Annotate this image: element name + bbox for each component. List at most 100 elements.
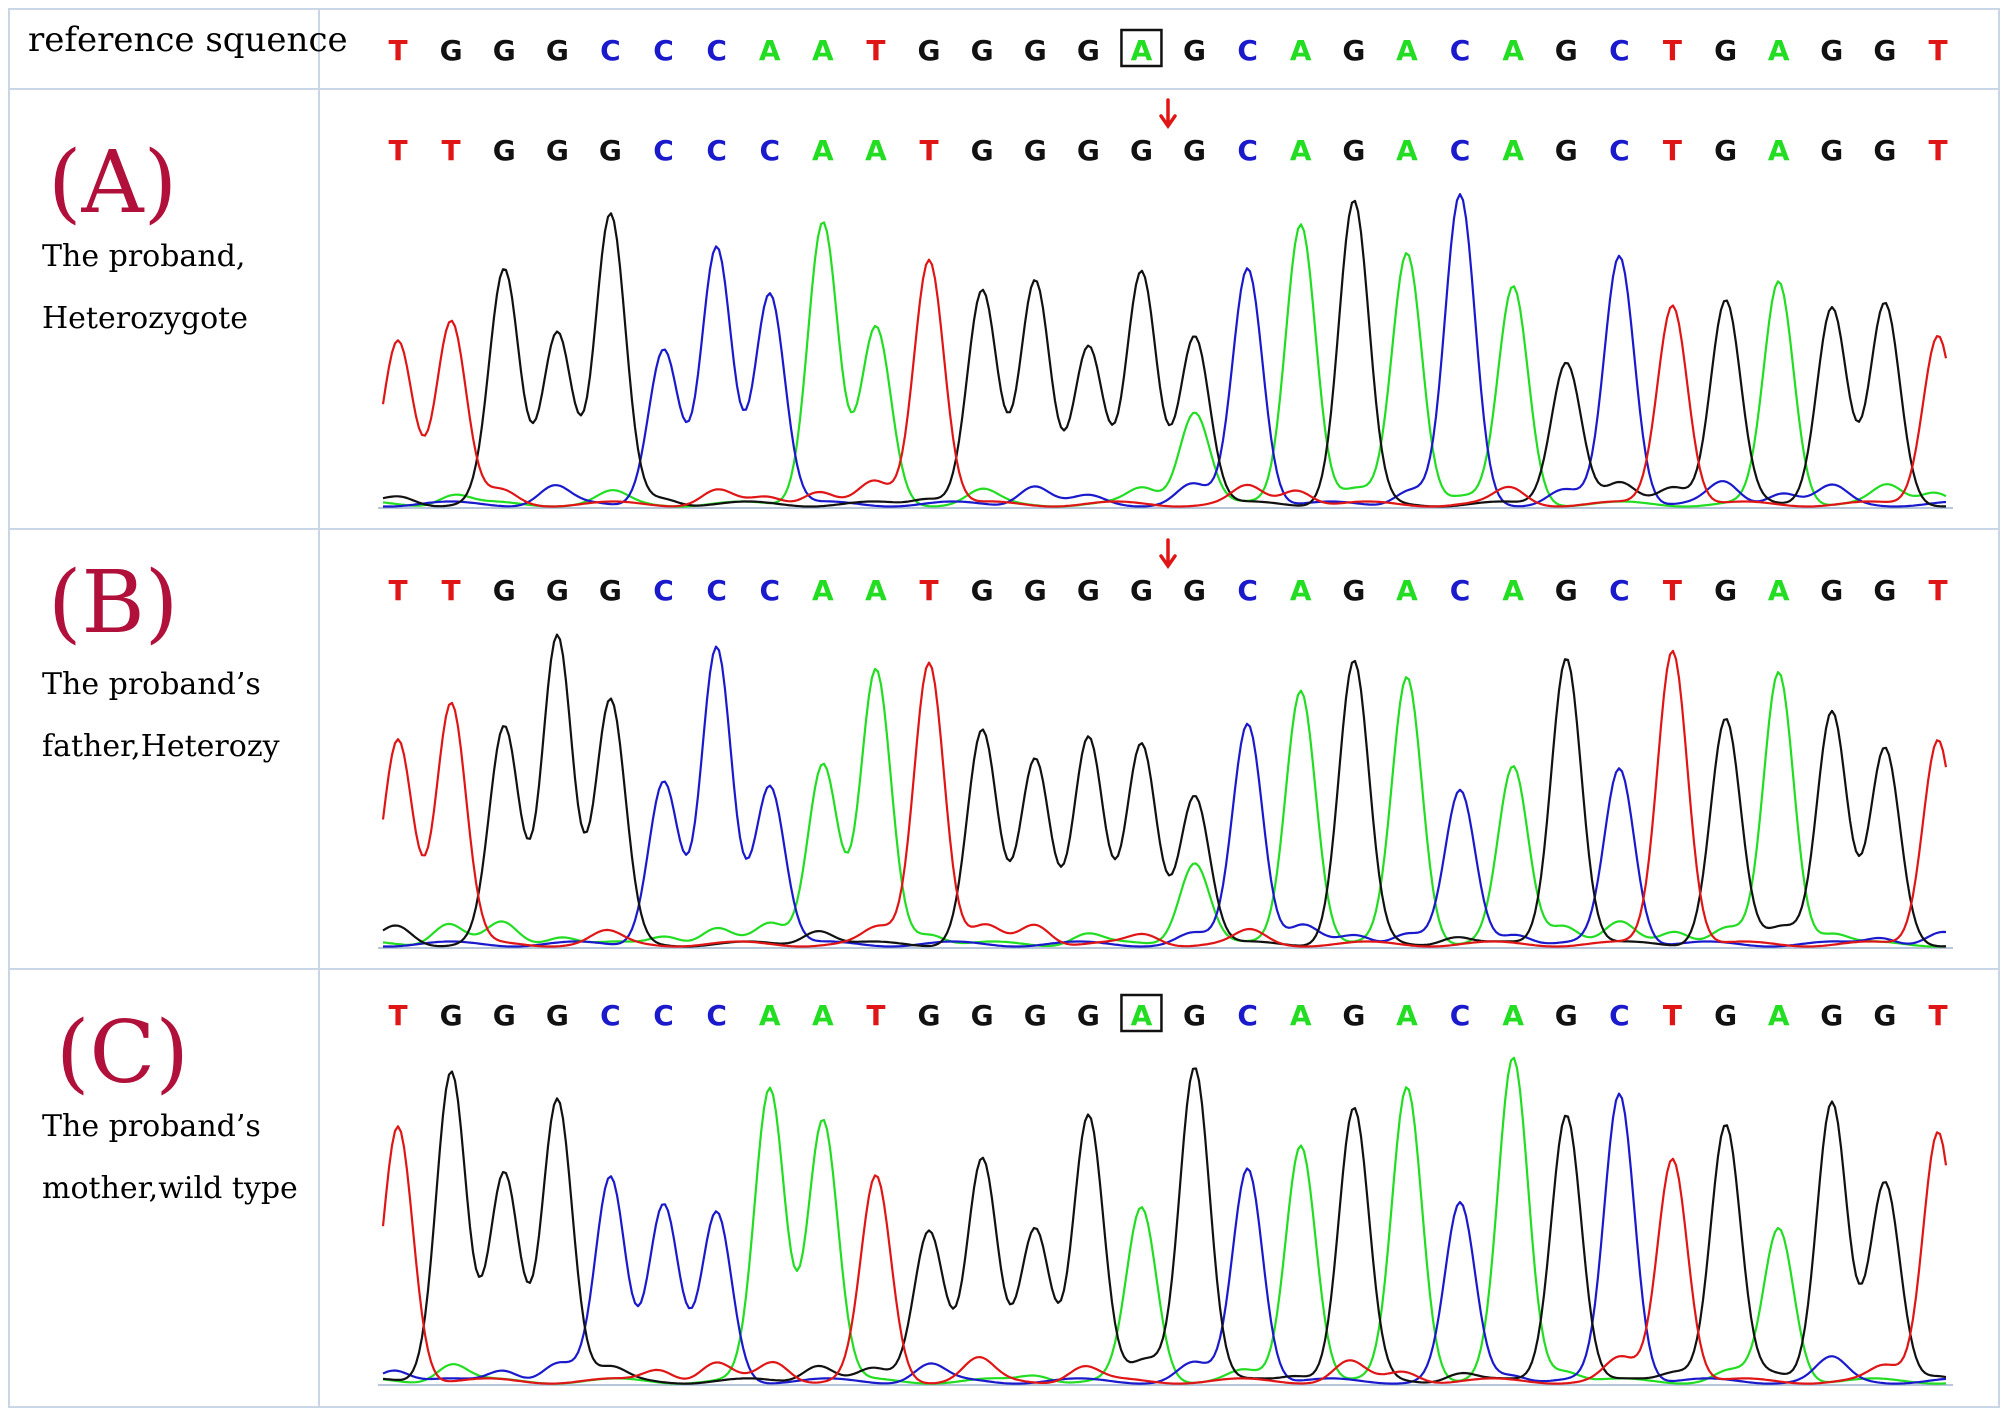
panel-c-base-8: A <box>759 999 781 1032</box>
reference-base-2: G <box>440 34 463 67</box>
panel-c-base-12: G <box>971 999 994 1032</box>
panel-b-base-30: T <box>1928 574 1947 607</box>
panel-b-trace-T <box>381 649 1948 948</box>
panel-a-description: The proband, Heterozygote <box>42 226 322 350</box>
panel-b-trace-C <box>383 645 1947 948</box>
panel-c-chromatogram <box>378 1056 1953 1386</box>
panel-c-desc-line2: mother,wild type <box>42 1171 298 1206</box>
reference-base-10: T <box>866 34 885 67</box>
reference-base-7: C <box>706 34 727 67</box>
reference-base-8: A <box>759 34 781 67</box>
reference-base-15: A <box>1131 34 1153 67</box>
column-divider <box>318 8 320 1408</box>
reference-base-6: C <box>653 34 674 67</box>
panel-b-mutation-arrow <box>1159 538 1177 570</box>
reference-mutation-box <box>1120 28 1163 68</box>
panel-b-base-14: G <box>1077 574 1100 607</box>
panel-a-trace-T <box>381 258 1948 508</box>
panel-b-base-24: C <box>1609 574 1630 607</box>
panel-b-base-28: G <box>1820 574 1843 607</box>
panel-a-base-2: T <box>442 134 461 167</box>
panel-b-letter: (B) <box>48 553 179 653</box>
reference-base-23: G <box>1555 34 1578 67</box>
panel-c-trace-G <box>382 1067 1947 1385</box>
reference-base-26: G <box>1714 34 1737 67</box>
panel-b-base-4: G <box>546 574 569 607</box>
panel-c-base-5: C <box>600 999 621 1032</box>
panel-a-chromatogram <box>378 193 1953 509</box>
panel-b-base-12: G <box>971 574 994 607</box>
panel-a-base-6: C <box>653 134 674 167</box>
panel-b-base-15: G <box>1130 574 1153 607</box>
table-left-border <box>8 8 10 1408</box>
reference-base-19: G <box>1342 34 1365 67</box>
panel-a-base-26: G <box>1714 134 1737 167</box>
panel-a-trace-G <box>382 199 1946 508</box>
reference-base-13: G <box>1024 34 1047 67</box>
panel-a-base-17: C <box>1237 134 1258 167</box>
panel-a-base-13: G <box>1024 134 1047 167</box>
panel-a-base-18: A <box>1290 134 1312 167</box>
reference-sequence-label: reference squence <box>28 20 348 60</box>
panel-c-trace-T <box>381 1125 1948 1385</box>
panel-b-base-2: T <box>442 574 461 607</box>
panel-b-base-11: T <box>919 574 938 607</box>
panel-c-base-20: A <box>1396 999 1418 1032</box>
panel-b-base-5: G <box>599 574 622 607</box>
panel-b-base-13: G <box>1024 574 1047 607</box>
panel-b-base-23: G <box>1555 574 1578 607</box>
panel-b-base-7: C <box>706 574 727 607</box>
panel-c-letter: (C) <box>56 1003 189 1103</box>
panel-a-base-25: T <box>1663 134 1682 167</box>
panel-b-base-3: G <box>493 574 516 607</box>
reference-base-3: G <box>493 34 516 67</box>
panel-c-base-29: G <box>1873 999 1896 1032</box>
panel-c-mutation-box <box>1120 993 1163 1033</box>
panel-c-base-10: T <box>866 999 885 1032</box>
row-divider-3 <box>8 968 2000 970</box>
reference-base-22: A <box>1502 34 1524 67</box>
panel-a-base-5: G <box>599 134 622 167</box>
panel-a-base-15: G <box>1130 134 1153 167</box>
panel-a-base-10: A <box>865 134 887 167</box>
reference-base-24: C <box>1609 34 1630 67</box>
panel-a-base-30: T <box>1928 134 1947 167</box>
panel-c-base-13: G <box>1024 999 1047 1032</box>
panel-c-base-23: G <box>1555 999 1578 1032</box>
panel-b-base-27: A <box>1768 574 1790 607</box>
panel-c-base-2: G <box>440 999 463 1032</box>
panel-a-letter: (A) <box>48 133 178 233</box>
panel-c-base-27: A <box>1768 999 1790 1032</box>
reference-base-5: C <box>600 34 621 67</box>
table-bottom-border <box>8 1406 2000 1408</box>
reference-base-25: T <box>1663 34 1682 67</box>
panel-c-base-6: C <box>653 999 674 1032</box>
panel-a-base-28: G <box>1820 134 1843 167</box>
panel-c-base-3: G <box>493 999 516 1032</box>
panel-a-trace-C <box>383 193 1947 508</box>
reference-base-14: G <box>1077 34 1100 67</box>
panel-b-desc-line2: father,Heterozy <box>42 729 280 764</box>
panel-b-base-26: G <box>1714 574 1737 607</box>
panel-c-base-24: C <box>1609 999 1630 1032</box>
panel-c-desc-line1: The proband’s <box>42 1109 261 1144</box>
panel-b-base-19: G <box>1342 574 1365 607</box>
panel-c-base-19: G <box>1342 999 1365 1032</box>
panel-a-base-1: T <box>388 134 407 167</box>
reference-base-1: T <box>388 34 407 67</box>
panel-b-desc-line1: The proband’s <box>42 667 261 702</box>
panel-b-base-16: G <box>1183 574 1206 607</box>
panel-a-base-8: C <box>759 134 780 167</box>
panel-c-base-16: G <box>1183 999 1206 1032</box>
panel-c-base-26: G <box>1714 999 1737 1032</box>
panel-b-base-21: C <box>1450 574 1471 607</box>
panel-b-base-6: C <box>653 574 674 607</box>
panel-a-base-4: G <box>546 134 569 167</box>
panel-b-base-9: A <box>812 574 834 607</box>
panel-c-base-4: G <box>546 999 569 1032</box>
panel-c-base-11: G <box>918 999 941 1032</box>
panel-a-base-7: C <box>706 134 727 167</box>
panel-b-base-20: A <box>1396 574 1418 607</box>
